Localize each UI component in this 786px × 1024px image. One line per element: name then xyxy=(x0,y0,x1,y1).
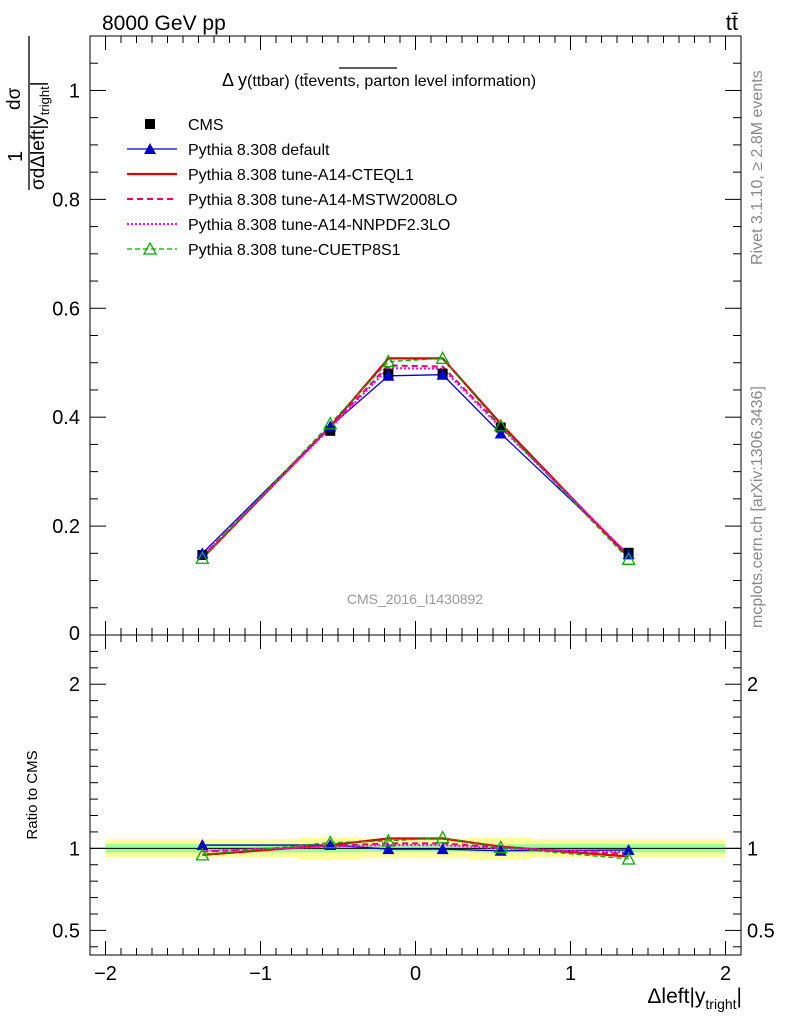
ratio-point-cuetp8s1-3 xyxy=(435,830,450,844)
ratio-ytick-label-right: 2 xyxy=(747,674,758,696)
axes: −2 −1 0 1 2 0.2 0.4 0.6 0.8 1 0 0.5 0.5 1 1 2 2 xyxy=(52,35,775,985)
ylabel-dsigma: dσ xyxy=(4,87,25,110)
main-ytick-label-zero: 0 xyxy=(69,623,80,645)
ratio-point-cuetp8s1-2 xyxy=(381,833,396,847)
x-tick-label: 0 xyxy=(410,963,421,985)
main-ytick-label: 0.8 xyxy=(52,189,80,211)
legend: CMS Pythia 8.308 default Pythia 8.308 tune… xyxy=(127,117,457,259)
legend-marker-default xyxy=(144,143,156,154)
main-point-cuetp8s1-2 xyxy=(381,354,396,368)
x-tick-label: 1 xyxy=(565,963,576,985)
ratio-point-cuetp8s1-1 xyxy=(323,835,338,849)
main-ytick-label: 1 xyxy=(69,80,80,102)
ratio-ytick-label: 1 xyxy=(69,838,80,860)
ratio-ylabel: Ratio to CMS xyxy=(24,750,41,839)
main-point-cuetp8s1-0 xyxy=(195,550,210,564)
main-ytick-label: 0.2 xyxy=(52,516,80,538)
main-point-cuetp8s1-5 xyxy=(621,551,636,565)
main-ylabel: 1 dσ σdΔleft|ytright| xyxy=(4,36,52,190)
process-label: tt̄ xyxy=(726,10,738,35)
xlabel-end: | xyxy=(737,985,742,1008)
main-line-mstw xyxy=(201,364,630,558)
ratio-point-cuetp8s1-5 xyxy=(621,851,636,865)
ratio-point-default-5 xyxy=(622,843,635,855)
series-markers xyxy=(195,351,636,865)
main-line-cuetp8s1 xyxy=(201,357,630,560)
uncertainty-bands xyxy=(90,837,741,859)
title-mid: (ttbar) ( xyxy=(247,73,300,90)
ratio-point-cuetp8s1-0 xyxy=(195,847,210,861)
main-point-cuetp8s1-3 xyxy=(435,351,450,365)
rivet-version-label: Rivet 3.1.10, ≥ 2.8M events xyxy=(749,70,766,265)
ylabel-denominator: σdΔleft|ytright| xyxy=(28,81,52,190)
ylabel-den-sub: tright xyxy=(37,86,52,115)
main-ytick-label: 0.6 xyxy=(52,298,80,320)
legend-label-cteql1: Pythia 8.308 tune-A14-CTEQL1 xyxy=(188,167,414,184)
ratio-point-cuetp8s1-4 xyxy=(493,840,508,854)
ratio-frame xyxy=(89,634,742,956)
ylabel-one: 1 xyxy=(5,151,27,162)
ratio-ytick-label: 0.5 xyxy=(52,920,80,942)
legend-label-default: Pythia 8.308 default xyxy=(188,142,330,159)
x-tick-label: −1 xyxy=(249,963,272,985)
title-overlined: tt̄events, xyxy=(299,73,359,90)
legend-label-cms: CMS xyxy=(188,117,224,134)
x-tick-label: 2 xyxy=(720,963,731,985)
legend-label-mstw: Pythia 8.308 tune-A14-MSTW2008LO xyxy=(188,192,457,209)
energy-label: 8000 GeV pp xyxy=(102,12,226,35)
main-ytick-label: 0.4 xyxy=(52,407,80,429)
legend-marker-cuetp8s1 xyxy=(142,241,158,255)
ylabel-sigma: σ xyxy=(28,178,49,190)
legend-label-cuetp8s1: Pythia 8.308 tune-CUETP8S1 xyxy=(188,242,401,259)
ratio-line-nnpdf xyxy=(202,844,629,854)
ratio-point-default-0 xyxy=(196,839,209,851)
main-point-default-2 xyxy=(382,369,395,381)
ratio-point-default-2 xyxy=(382,843,395,855)
xlabel-main: Δleft|y xyxy=(647,985,705,1008)
xlabel-sub: tright xyxy=(705,996,736,1012)
main-point-cuetp8s1-4 xyxy=(493,418,508,432)
plot-title: Δ y(ttbar) (tt̄events, parton level info… xyxy=(222,70,536,90)
ylabel-den-main: dΔleft|y xyxy=(28,115,49,179)
ratio-point-default-3 xyxy=(436,843,449,855)
ylabel-den-end: | xyxy=(28,81,49,86)
main-point-cuetp8s1-1 xyxy=(323,416,338,430)
ratio-line-mstw xyxy=(202,842,629,856)
x-axis-label: Δleft|ytright| xyxy=(647,985,742,1012)
main-line-nnpdf xyxy=(201,367,630,557)
main-line-cteql1 xyxy=(201,357,630,559)
analysis-watermark: CMS_2016_I1430892 xyxy=(347,591,483,607)
main-point-default-3 xyxy=(436,368,449,380)
title-suffix: parton level information) xyxy=(360,73,536,90)
main-point-default-4 xyxy=(494,427,507,439)
ratio-ytick-label: 2 xyxy=(69,674,80,696)
title-prefix: Δ y xyxy=(222,70,247,90)
legend-marker-cms xyxy=(145,119,155,129)
legend-label-nnpdf: Pythia 8.308 tune-A14-NNPDF2.3LO xyxy=(188,217,450,234)
ratio-ytick-label-right: 0.5 xyxy=(747,920,775,942)
source-label: mcplots.cern.ch [arXiv:1306.3436] xyxy=(749,386,766,628)
main-line-default xyxy=(201,374,630,555)
x-tick-label: −2 xyxy=(94,963,117,985)
series-lines xyxy=(201,357,630,860)
ratio-ytick-label-right: 1 xyxy=(747,838,758,860)
ratio-line-cuetp8s1 xyxy=(202,837,629,860)
